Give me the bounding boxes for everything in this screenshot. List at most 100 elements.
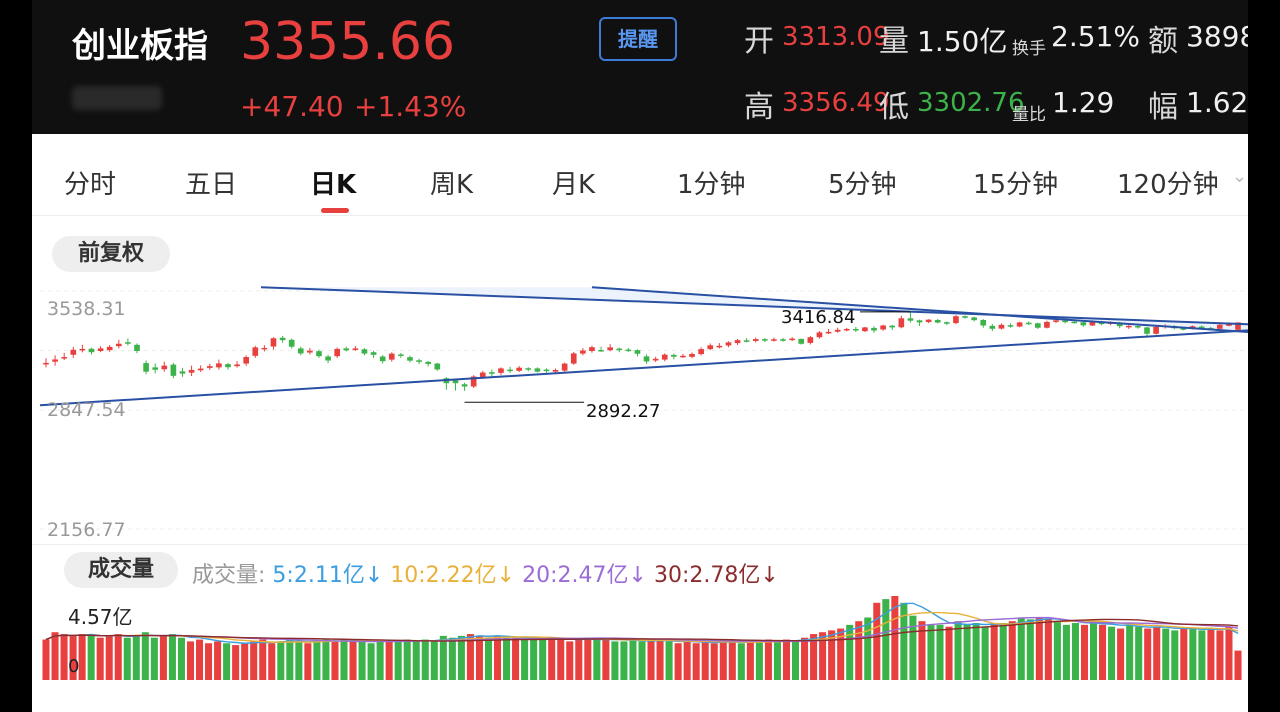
candle-body (307, 350, 313, 353)
volume-bar (557, 639, 565, 680)
volume-bar (1198, 630, 1206, 680)
candle-body (43, 362, 49, 365)
candle-body (1034, 323, 1041, 328)
candle-body (206, 366, 213, 368)
volume-bar (1189, 628, 1197, 680)
volume-bar (927, 624, 935, 680)
volume-bar (186, 641, 195, 680)
volume-bar (755, 641, 763, 680)
volume-bar (457, 635, 465, 680)
tab-5min[interactable]: 5分钟 (828, 170, 897, 200)
volume-bar (304, 643, 312, 680)
candle-body (106, 346, 113, 351)
candle-body (52, 359, 58, 362)
masked-code-area (72, 86, 162, 110)
candle-body (115, 343, 122, 347)
volume-bar (1180, 628, 1188, 680)
volume-bar (358, 639, 366, 680)
volume-bar (611, 641, 619, 680)
vol-ratio-value: 1.29 (1052, 86, 1115, 119)
candle-body (1080, 322, 1087, 326)
volume-bar (177, 637, 185, 680)
candle-body (534, 368, 541, 372)
candle-body (834, 329, 841, 332)
volume-bar (710, 643, 718, 680)
candle-body (1180, 328, 1187, 330)
volume-bar (394, 641, 402, 680)
candle-body (161, 365, 168, 370)
tab-intraday[interactable]: 分时 (64, 170, 117, 200)
tab-weekly-k[interactable]: 周K (430, 170, 474, 200)
down-arrow-icon: ↓ (628, 563, 647, 588)
volume-bar (981, 626, 989, 680)
amplitude-label: 幅 (1148, 90, 1178, 125)
active-tab-indicator (321, 208, 349, 213)
candle-body (934, 319, 941, 323)
candle-body (470, 376, 477, 387)
candle-body (889, 325, 896, 328)
volume-bar (69, 635, 77, 680)
volume-bar (277, 641, 285, 680)
volume-bar (78, 634, 86, 680)
volume-bar (593, 639, 601, 680)
volume-bar (1126, 624, 1134, 680)
volume-pill[interactable]: 成交量 (64, 552, 178, 588)
volume-bar (223, 643, 231, 680)
candle-body (498, 368, 504, 373)
volume-bar (367, 643, 375, 680)
candle-body (452, 380, 459, 384)
annotation-high: 3416.84 (781, 307, 856, 328)
volume-bar (1089, 621, 1098, 680)
index-name: 创业板指 (72, 26, 208, 66)
candle-body (316, 351, 322, 357)
y-axis-mid-label: 2847.54 (47, 399, 126, 421)
candle-body (734, 340, 741, 344)
candle-body (580, 350, 586, 354)
volume-bar (1008, 621, 1016, 680)
volume-bar (891, 596, 899, 680)
volume-bar (123, 637, 131, 680)
candle-body (680, 355, 686, 358)
trendline-upper (260, 286, 1248, 326)
volume-bar (1162, 628, 1170, 680)
chevron-down-icon[interactable]: ⌄ (1232, 166, 1248, 187)
volume-ma10: 10:2.22亿 (390, 563, 497, 588)
volume-bar (909, 615, 917, 680)
volume-bar (214, 641, 222, 680)
candle-body (689, 353, 695, 357)
volume-bar (42, 639, 50, 680)
volume-bar (60, 634, 68, 680)
candle-body (561, 363, 568, 371)
volume-bar (801, 637, 809, 680)
candle-body (1189, 326, 1196, 329)
volume-bar (819, 632, 827, 680)
candle-body (871, 327, 877, 331)
candle-body (361, 349, 368, 354)
tab-monthly-k[interactable]: 月K (552, 170, 596, 200)
volume-bar (1080, 624, 1089, 680)
volume-bar (484, 637, 493, 680)
volume-bar (331, 641, 339, 680)
candle-body (134, 344, 140, 352)
adjust-button[interactable]: 前复权 (52, 236, 170, 272)
volume-bar (241, 643, 249, 680)
alert-button[interactable]: 提醒 (599, 17, 677, 61)
volume-bar (539, 639, 547, 680)
volume-bar (1153, 626, 1161, 680)
candle-body (216, 363, 222, 368)
tab-five-day[interactable]: 五日 (185, 170, 238, 200)
section-divider (32, 544, 1248, 545)
tab-120min[interactable]: 120分钟 (1117, 170, 1219, 200)
volume-bar (412, 641, 420, 680)
candle-body (598, 349, 604, 352)
volume-bar (1099, 624, 1107, 680)
volume-bar (855, 621, 863, 680)
candle-body (652, 358, 659, 361)
candle-body (179, 371, 186, 374)
candle-body (762, 339, 768, 341)
tab-1min[interactable]: 1分钟 (677, 170, 746, 200)
tab-15min[interactable]: 15分钟 (973, 170, 1059, 200)
tab-daily-k[interactable]: 日K (310, 170, 357, 200)
candle-body (143, 363, 149, 372)
volume-bar (521, 639, 529, 680)
